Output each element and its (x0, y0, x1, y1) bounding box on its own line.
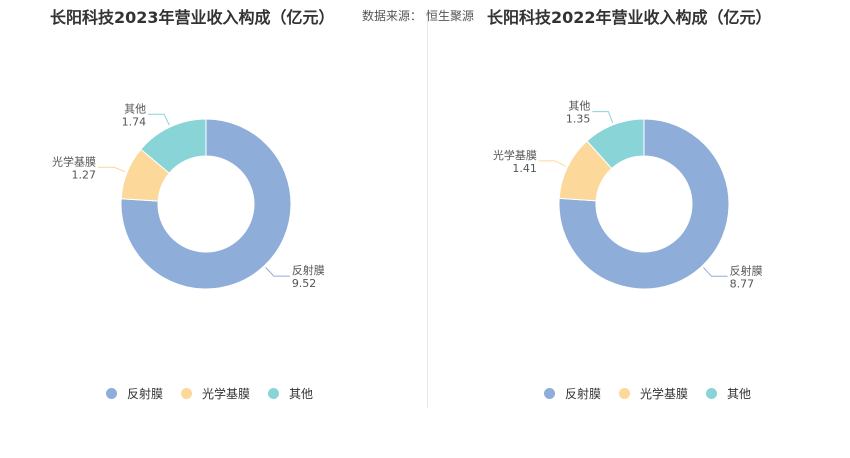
data-source: 数据来源： 恒生聚源 (362, 7, 478, 24)
leader-line (703, 267, 728, 277)
legend-marker (181, 387, 193, 399)
legend-label: 其他 (289, 386, 314, 401)
leader-line (98, 166, 126, 173)
slice-label-name: 光学基膜 (493, 148, 537, 162)
slice-label-value: 8.77 (730, 277, 755, 290)
slice-label-value: 1.41 (512, 162, 537, 175)
slice-label-name: 光学基膜 (52, 154, 96, 168)
slice-label-name: 反射膜 (292, 263, 325, 277)
data-source-label: 数据来源： (362, 9, 423, 23)
legend-marker (706, 387, 718, 399)
leader-line (592, 111, 614, 123)
donut-slice[interactable] (140, 118, 207, 174)
legend-label: 反射膜 (565, 386, 602, 401)
slice-label-value: 1.27 (72, 168, 97, 181)
legend-marker (544, 387, 555, 399)
panel-divider (427, 10, 428, 408)
legend-item-optical-base-film[interactable]: 光学基膜 (619, 385, 688, 402)
slice-label-value: 1.74 (122, 115, 147, 128)
donut-slice[interactable] (120, 118, 292, 290)
legend-label: 反射膜 (127, 386, 164, 401)
legend-label: 光学基膜 (202, 386, 251, 401)
legend-marker (268, 387, 280, 399)
legend-item-other[interactable]: 其他 (268, 385, 313, 402)
legend-item-reflective-film[interactable]: 反射膜 (106, 385, 163, 402)
donut-slice[interactable] (558, 118, 730, 290)
legend-label: 光学基膜 (640, 386, 689, 401)
legend-marker (619, 387, 631, 399)
legend-label: 其他 (727, 386, 752, 401)
donut-slice[interactable] (586, 118, 645, 170)
slice-label-value: 9.52 (292, 277, 317, 290)
leader-line (538, 160, 566, 167)
leader-line (148, 113, 170, 126)
slice-label-name: 其他 (124, 102, 146, 115)
legend-item-reflective-film[interactable]: 反射膜 (544, 385, 601, 402)
chart-title-2022: 长阳科技2022年营业收入构成（亿元） (487, 8, 772, 27)
chart-title-2023: 长阳科技2023年营业收入构成（亿元） (50, 8, 335, 27)
legend-item-optical-base-film[interactable]: 光学基膜 (181, 385, 250, 402)
slice-label-value: 1.35 (566, 113, 591, 126)
chart-panel-2023: 反射膜 9.52 光学基膜 1.27 其他 1.74 长阳科技2023年营业收入构成（亿元… (50, 8, 335, 402)
legend-2023: 反射膜 光学基膜 其他 (106, 384, 331, 402)
data-source-value: 恒生聚源 (426, 9, 475, 23)
legend-2022: 反射膜 光学基膜 其他 (544, 384, 769, 402)
legend-item-other[interactable]: 其他 (706, 385, 751, 402)
legend-marker (106, 387, 117, 399)
slice-label-name: 反射膜 (730, 263, 763, 277)
leader-line (265, 267, 290, 277)
chart-panel-2022: 反射膜 8.77 光学基膜 1.41 其他 1.35 长阳科技2022年营业收入构成（亿元… (427, 0, 850, 458)
slice-label-name: 其他 (568, 100, 590, 113)
